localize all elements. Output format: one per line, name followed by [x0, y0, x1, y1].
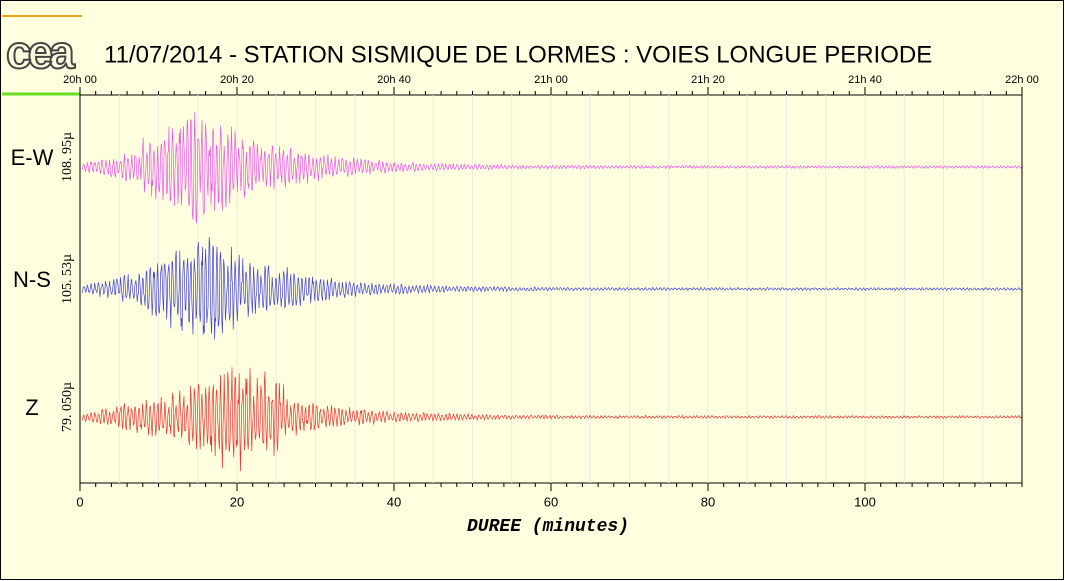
trace: [81, 111, 1022, 224]
x-tick-label: 40: [387, 494, 401, 509]
chart-title: 11/07/2014 - STATION SISMIQUE DE LORMES …: [104, 41, 932, 68]
x-tick-label: 0: [76, 494, 83, 509]
channel-scale: 79. 050µ: [60, 382, 75, 432]
trace: [81, 367, 1022, 472]
x-tick-label: 100: [854, 494, 876, 509]
top-tick-label: 20h 40: [377, 74, 411, 86]
channel-scale: 105. 53µ: [60, 254, 75, 304]
logo: cea: [6, 26, 75, 78]
channel-name: N-S: [13, 267, 51, 292]
channel-scale: 108. 95µ: [60, 132, 75, 182]
top-tick-label: 21h 00: [534, 74, 568, 86]
x-tick-label: 80: [701, 494, 715, 509]
top-tick-label: 21h 40: [848, 74, 882, 86]
x-tick-label: 60: [544, 494, 558, 509]
top-tick-label: 20h 20: [220, 74, 254, 86]
channel-name: E-W: [11, 145, 54, 170]
trace: [81, 237, 1022, 340]
top-tick-label: 20h 00: [63, 74, 97, 86]
x-tick-label: 20: [230, 494, 244, 509]
channel-name: Z: [25, 395, 38, 420]
top-tick-label: 22h 00: [1005, 74, 1039, 86]
x-axis-label: DUREE (minutes): [467, 517, 629, 537]
top-tick-label: 21h 20: [691, 74, 725, 86]
